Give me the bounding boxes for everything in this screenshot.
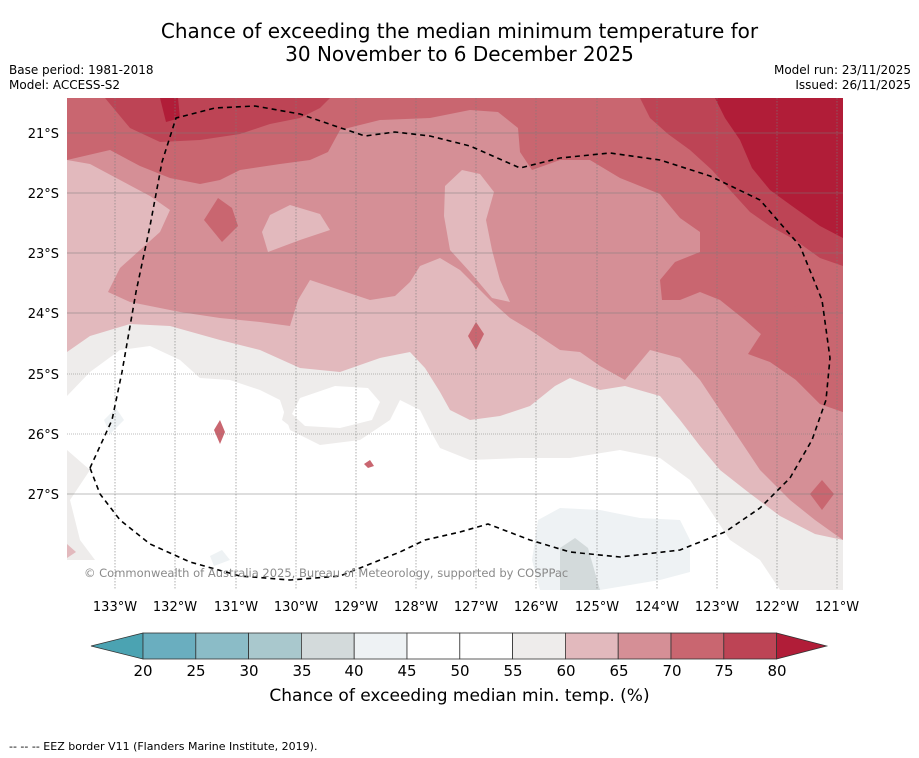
map-title-line2: 30 November to 6 December 2025 <box>285 42 634 66</box>
issued-label: Issued: 26/11/2025 <box>795 78 911 92</box>
colorbar-tick: 25 <box>186 662 205 680</box>
field-70-75-island <box>204 198 238 242</box>
field-40-45-c <box>210 550 230 566</box>
field-40-45-b <box>104 408 124 434</box>
map-field <box>67 98 843 590</box>
lon-label: 128°W <box>394 600 438 615</box>
colorbar-tick: 50 <box>450 662 469 680</box>
lat-label: 23°S <box>28 247 59 262</box>
colorbar-segment <box>195 632 250 660</box>
colorbar-tick: 60 <box>556 662 575 680</box>
lon-label: 132°W <box>153 600 197 615</box>
eez-legend-note: -- -- -- EEZ border V11 (Flanders Marine… <box>9 740 318 753</box>
field-70-75-pocket-d <box>364 460 374 468</box>
colorbar-tick: 45 <box>397 662 416 680</box>
lon-label: 131°W <box>214 600 258 615</box>
field-60-65-island-b <box>444 170 510 302</box>
lat-label: 27°S <box>28 488 59 503</box>
colorbar-segment <box>248 632 302 660</box>
colorbar: 20 25 30 35 40 45 50 55 60 65 70 75 80 <box>90 632 829 680</box>
eez-border <box>89 105 831 581</box>
colorbar-segment <box>512 632 566 660</box>
field-65-70 <box>67 98 843 540</box>
field-60-65-dip <box>514 350 536 368</box>
lon-label: 121°W <box>815 600 859 615</box>
colorbar-tick: 65 <box>609 662 628 680</box>
colorbar-segment <box>142 632 197 660</box>
lat-label: 24°S <box>28 307 59 322</box>
lon-label: 129°W <box>334 600 378 615</box>
lat-label: 22°S <box>28 187 59 202</box>
field-70-75-pocket <box>810 480 834 510</box>
colorbar-tick: 30 <box>239 662 258 680</box>
lat-label: 25°S <box>28 368 59 383</box>
field-45-55-inner <box>292 386 380 428</box>
latitude-labels: 21°S 22°S 23°S 24°S 25°S 26°S 27°S <box>28 127 59 503</box>
lon-label: 125°W <box>575 600 619 615</box>
colorbar-segment <box>353 632 408 660</box>
field-70-75-island-b <box>748 304 843 412</box>
colorbar-extend-high <box>776 632 829 660</box>
map-title-line1: Chance of exceeding the median minimum t… <box>160 19 759 43</box>
graticule <box>67 98 843 590</box>
colorbar-segment <box>617 632 672 660</box>
colorbar-tick: 75 <box>714 662 733 680</box>
copyright-notice: © Commonwealth of Australia 2025, Bureau… <box>84 566 568 580</box>
colorbar-tick: 40 <box>344 662 363 680</box>
colorbar-extend-low <box>90 632 144 660</box>
colorbar-tick: 20 <box>133 662 152 680</box>
lon-label: 123°W <box>695 600 739 615</box>
colorbar-title: Chance of exceeding median min. temp. (%… <box>269 686 650 706</box>
colorbar-segment <box>723 632 777 660</box>
colorbar-segment <box>670 632 725 660</box>
longitude-labels: 133°W 132°W 131°W 130°W 129°W 128°W 127°… <box>93 600 859 615</box>
colorbar-tick: 80 <box>767 662 786 680</box>
field-60-65-corner <box>67 544 76 558</box>
lon-label: 124°W <box>635 600 679 615</box>
field-60-65-island-a <box>262 205 330 252</box>
model-run-label: Model run: 23/11/2025 <box>773 63 911 77</box>
colorbar-tick: 70 <box>662 662 681 680</box>
colorbar-segment <box>406 632 461 660</box>
field-70-75 <box>67 98 843 412</box>
field-35-40 <box>560 538 600 590</box>
model-label: Model: ACCESS-S2 <box>9 78 121 92</box>
colorbar-segment <box>300 632 355 660</box>
lon-label: 130°W <box>274 600 318 615</box>
colorbar-segment <box>459 632 513 660</box>
colorbar-tick: 35 <box>292 662 311 680</box>
colorbar-segment <box>565 632 619 660</box>
lon-label: 133°W <box>93 600 137 615</box>
colorbar-tick: 55 <box>503 662 522 680</box>
lon-label: 126°W <box>514 600 558 615</box>
base-period-label: Base period: 1981-2018 <box>9 63 154 77</box>
lat-label: 21°S <box>28 127 59 142</box>
lat-label: 26°S <box>28 428 59 443</box>
lon-label: 122°W <box>755 600 799 615</box>
lon-label: 127°W <box>454 600 498 615</box>
field-70-75-pocket-c <box>214 420 225 444</box>
